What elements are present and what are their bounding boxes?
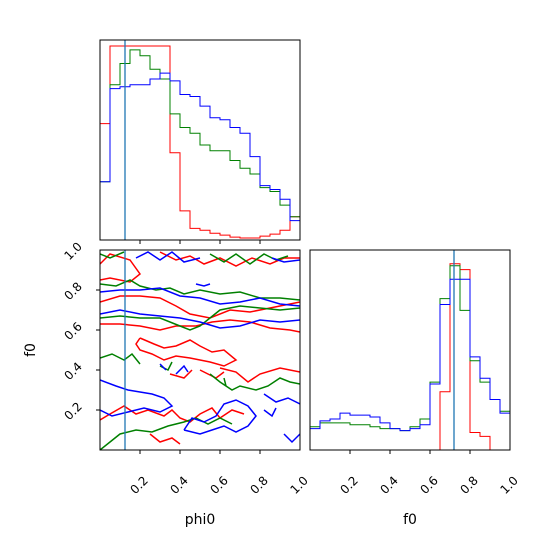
contour-blue-3 — [100, 309, 300, 329]
contour-blue-4 — [195, 283, 211, 287]
y-axis-label-f0: f0 — [23, 343, 39, 357]
contour-green-0 — [100, 251, 125, 259]
contour-red-3 — [100, 319, 300, 333]
contour-blue-11 — [263, 407, 277, 418]
contour-red-4 — [135, 337, 238, 367]
contour-blue-7 — [263, 393, 300, 405]
contour-red-9 — [169, 369, 193, 379]
f0-histogram-frame — [309, 249, 511, 451]
phi0-hist-red-series — [100, 45, 300, 240]
contour-green-6 — [100, 417, 233, 450]
contour-red-6 — [149, 433, 181, 445]
contour-frame — [99, 249, 301, 451]
f0-hist-blue-series — [310, 278, 510, 450]
x-axis-label-phi0: phi0 — [185, 512, 216, 528]
phi0-histogram-panel — [99, 39, 301, 244]
contour-red-7 — [219, 367, 300, 383]
contour-red-2 — [100, 295, 300, 319]
phi0-f0-contour-panel: 0.20.20.40.40.60.60.80.81.01.0 — [61, 239, 310, 496]
x-axis-label-f0: f0 — [403, 512, 417, 528]
contour-red-0 — [100, 253, 142, 283]
contour-red-1 — [159, 251, 300, 267]
phi0-histogram-frame — [99, 39, 301, 241]
contour-green-3 — [100, 305, 300, 331]
phi0-hist-blue-series — [100, 72, 300, 240]
contour-blue-1 — [271, 257, 300, 263]
contour-blue-9 — [175, 364, 189, 375]
contour-red-5 — [100, 405, 245, 423]
contour-green-7 — [223, 377, 227, 387]
contour-blue-6 — [183, 399, 257, 435]
contour-blue-0 — [135, 251, 201, 263]
contour-blue-8 — [283, 433, 300, 444]
contour-green-4 — [100, 352, 141, 365]
f0-hist-red-series — [310, 263, 510, 450]
contour-blue-10 — [159, 363, 167, 371]
contour-blue-2 — [100, 287, 300, 307]
contour-green-5 — [209, 373, 300, 391]
